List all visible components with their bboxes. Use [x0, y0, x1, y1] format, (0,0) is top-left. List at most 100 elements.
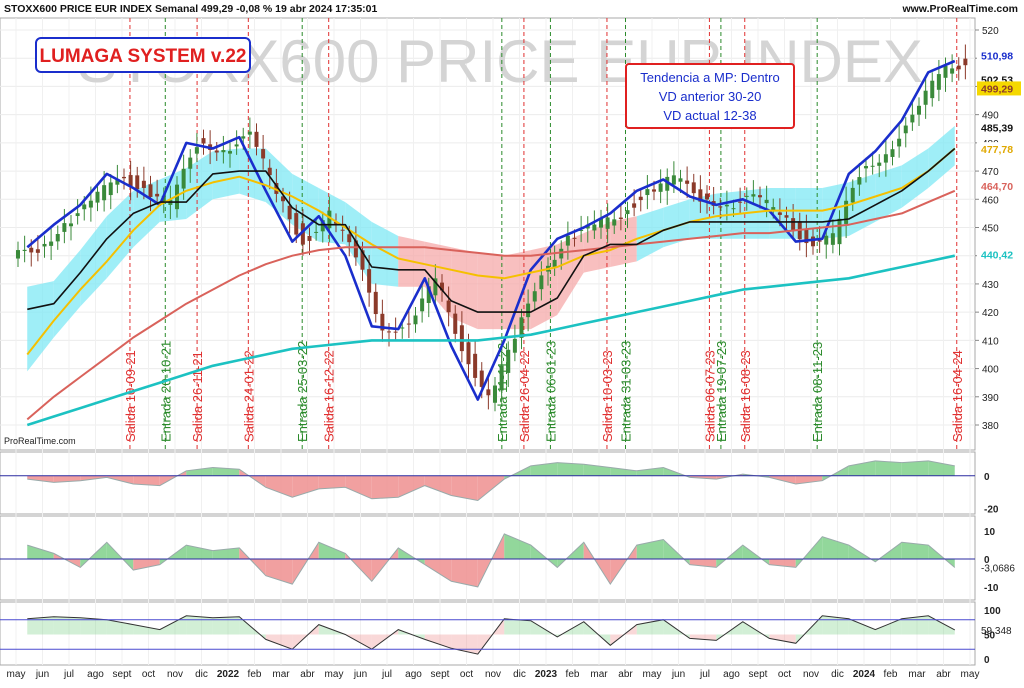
osc1-fill-31 [848, 460, 876, 476]
x-label-5: oct [142, 669, 156, 680]
trend-info-box: Tendencia a MP: Dentro VD anterior 30-20… [625, 63, 795, 129]
candle-body-14-1 [393, 331, 398, 333]
osc1-fill-20 [557, 462, 584, 476]
osc1-fill-9 [265, 475, 293, 498]
candle-body-15-0 [413, 315, 418, 325]
osc2-fill-26 [716, 545, 743, 568]
indicator-lines [26, 59, 956, 427]
y-tick-label-2: 400 [982, 365, 999, 376]
x-label-20: 2023 [535, 669, 558, 680]
osc2-tick-1: 0 [984, 555, 990, 566]
candle-body-7-2 [214, 150, 219, 153]
osc2-fill-16 [451, 559, 478, 587]
candle-body-27-0 [731, 208, 736, 210]
signal-label-5: Salida 16-12-22 [322, 350, 337, 442]
osc3-line [27, 615, 956, 655]
signal-label-11: Salida 06-07-23 [702, 350, 717, 442]
cloud-segment-12 [345, 202, 372, 284]
price-tag-3: 485,39 [981, 123, 1013, 135]
candle-body-34-0 [917, 105, 921, 115]
candle-body-31-0 [837, 218, 842, 245]
signal-label-9: Salida 10-03-23 [600, 350, 615, 442]
candle-body-30-1 [817, 240, 822, 242]
cloud-segment-17 [477, 252, 505, 330]
candle-body-25-1 [685, 180, 690, 184]
x-label-0: may [7, 669, 26, 680]
signal-label-10: Entrada 31-03-23 [619, 341, 634, 442]
osc2-fill-30 [822, 536, 849, 559]
candle-body-20-1 [552, 259, 557, 268]
osc1-fill-15 [424, 475, 452, 496]
candle-body-6-1 [181, 168, 186, 189]
osc2-tick-2: -10 [984, 583, 999, 594]
candle-body-0-2 [29, 247, 34, 253]
osc2-fill-9 [265, 559, 293, 585]
osc3-tick-2: 0 [984, 655, 990, 666]
candle-body-17-2 [479, 370, 484, 387]
candle-body-31-1 [844, 200, 849, 224]
candle-body-14-3 [406, 323, 411, 325]
series-line-4 [27, 147, 956, 313]
candle-body-24-3 [671, 175, 676, 185]
candle-body-19-0 [519, 317, 524, 338]
cloud-segment-7 [212, 148, 240, 200]
osc1-fill-29 [795, 475, 823, 484]
x-label-25: jun [671, 669, 685, 680]
osc3-fill-4 [133, 624, 160, 635]
osc2-fill-4 [133, 559, 160, 571]
x-label-35: abr [936, 669, 951, 680]
candle-body-1-0 [42, 243, 47, 247]
osc2-fill-15 [424, 559, 452, 582]
candle-body-0-3 [35, 249, 40, 253]
osc3-fill-7 [212, 616, 240, 635]
candle-body-14-0 [387, 331, 391, 333]
osc3-fill-28 [769, 634, 796, 644]
candle-body-16-0 [440, 282, 444, 291]
candle-body-12-1 [340, 229, 345, 231]
x-label-11: abr [300, 669, 315, 680]
candle-body-29-0 [784, 215, 789, 218]
candle-body-35-2 [956, 65, 961, 70]
cloud-segment-13 [371, 221, 399, 287]
candle-body-31-2 [850, 187, 855, 203]
candle-body-17-3 [486, 389, 491, 396]
candle-body-33-3 [910, 114, 915, 123]
candle-body-4-0 [122, 176, 126, 179]
website-link[interactable]: www.ProRealTime.com [901, 3, 1018, 15]
candle-body-8-3 [247, 131, 252, 135]
credit-text: ProRealTime.com [4, 436, 76, 446]
signal-label-14: Entrada 08-11-23 [810, 342, 825, 442]
x-label-30: nov [803, 669, 819, 680]
osc3-fill-3 [106, 619, 134, 635]
osc2-fill-33 [901, 542, 929, 559]
candle-body-15-1 [420, 298, 425, 312]
candle-body-20-2 [559, 248, 564, 259]
osc2-tick-0: 10 [984, 527, 996, 538]
osc1-fill-33 [901, 460, 929, 476]
y-tick-label-3: 410 [982, 336, 999, 347]
y-tick-label-1: 390 [982, 393, 999, 404]
candle-body-12-2 [347, 234, 352, 243]
candle-body-24-1 [658, 183, 663, 192]
osc3-tick-0: 100 [984, 606, 1001, 617]
signal-label-8: Entrada 06-01-23 [543, 341, 558, 442]
osc2-fill-0 [27, 545, 54, 559]
candle-body-0-0 [16, 250, 20, 259]
x-label-21: feb [566, 669, 580, 680]
osc1-fill-16 [451, 475, 478, 501]
x-label-34: mar [908, 669, 926, 680]
signal-label-1: Entrada 20-10-21 [158, 341, 173, 442]
candle-body-34-1 [923, 90, 928, 105]
cloud-segment-6 [186, 151, 213, 220]
candle-body-35-3 [963, 58, 968, 66]
candle-body-25-2 [691, 182, 696, 194]
x-label-3: ago [87, 669, 104, 680]
signal-label-2: Salida 26-11-21 [190, 351, 205, 442]
candle-body-4-1 [128, 175, 133, 187]
osc1-fill-0 [27, 475, 54, 483]
candle-body-11-1 [314, 231, 319, 233]
cloud-segment-18 [504, 250, 531, 330]
osc2-fill-23 [636, 539, 664, 559]
